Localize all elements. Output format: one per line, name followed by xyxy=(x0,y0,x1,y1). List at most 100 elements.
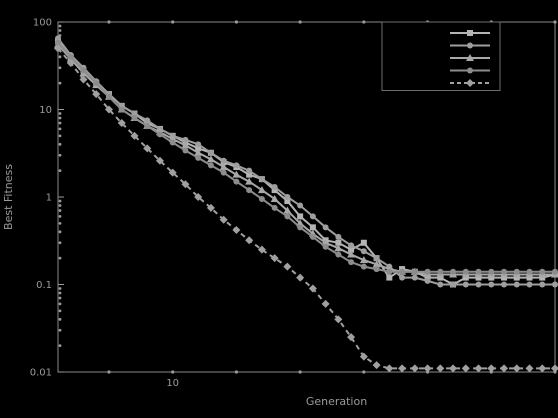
y-minor-tick xyxy=(59,200,62,203)
data-point xyxy=(488,269,494,275)
data-point xyxy=(68,54,74,60)
data-point xyxy=(233,162,239,168)
data-point xyxy=(119,107,125,113)
data-point xyxy=(310,213,316,219)
y-minor-tick xyxy=(59,25,62,28)
y-minor-tick xyxy=(59,230,62,233)
data-point xyxy=(297,202,303,208)
data-point xyxy=(399,269,405,275)
data-point xyxy=(463,269,469,275)
data-point xyxy=(296,274,304,282)
y-minor-tick xyxy=(59,318,62,321)
data-point xyxy=(361,264,367,270)
y-minor-tick xyxy=(59,128,62,131)
series-5 xyxy=(54,44,558,372)
data-point xyxy=(284,213,290,219)
data-point xyxy=(539,269,545,275)
data-point xyxy=(272,205,278,211)
y-minor-tick xyxy=(59,344,62,347)
x-top-tick xyxy=(107,20,110,23)
data-point xyxy=(551,364,558,372)
data-point xyxy=(449,364,457,372)
data-point xyxy=(310,234,316,240)
data-point xyxy=(297,213,303,219)
y-minor-tick xyxy=(59,143,62,146)
y-axis-label: Best Fitness xyxy=(2,164,15,230)
data-point xyxy=(424,364,432,372)
y-tick-label: 1 xyxy=(46,193,52,204)
data-point xyxy=(425,278,431,284)
data-point xyxy=(182,147,188,153)
y-tick-label: 0.01 xyxy=(30,368,52,379)
x-tick xyxy=(171,370,174,373)
y-minor-tick xyxy=(59,82,62,85)
series-line xyxy=(58,48,555,368)
data-point xyxy=(208,150,214,156)
data-point xyxy=(436,364,444,372)
data-point xyxy=(297,224,303,230)
data-point xyxy=(526,364,534,372)
y-minor-tick xyxy=(59,209,62,212)
data-point xyxy=(398,364,406,372)
y-minor-tick xyxy=(59,134,62,137)
data-point xyxy=(157,131,163,137)
data-point xyxy=(514,282,520,288)
data-point xyxy=(93,80,99,86)
y-minor-tick xyxy=(59,215,62,218)
x-top-tick xyxy=(299,20,302,23)
data-point xyxy=(323,224,329,230)
data-point xyxy=(475,364,483,372)
data-point xyxy=(399,275,405,281)
data-point xyxy=(335,234,341,240)
data-point xyxy=(463,282,469,288)
data-point xyxy=(501,282,507,288)
x-tick xyxy=(299,370,302,373)
data-point xyxy=(411,364,419,372)
data-point xyxy=(361,248,367,254)
y-minor-tick xyxy=(59,241,62,244)
y-minor-tick xyxy=(59,122,62,125)
data-point xyxy=(437,269,443,275)
data-point xyxy=(552,269,558,275)
data-point xyxy=(514,269,520,275)
data-point xyxy=(412,269,418,275)
data-point xyxy=(323,244,329,250)
data-point xyxy=(373,361,381,369)
data-point xyxy=(467,30,473,36)
data-point xyxy=(106,94,112,100)
data-point xyxy=(476,282,482,288)
data-point xyxy=(335,252,341,258)
data-point xyxy=(272,184,278,190)
y-minor-tick xyxy=(59,292,62,295)
data-point xyxy=(386,275,392,281)
data-point xyxy=(361,240,367,246)
data-point xyxy=(348,259,354,265)
data-point xyxy=(310,224,316,230)
y-minor-tick xyxy=(59,29,62,32)
data-point xyxy=(131,115,137,121)
data-point xyxy=(144,123,150,129)
x-tick xyxy=(235,370,238,373)
data-point xyxy=(195,155,201,161)
y-minor-tick xyxy=(59,112,62,115)
data-point xyxy=(221,170,227,176)
data-point xyxy=(322,300,330,308)
data-point xyxy=(467,68,473,74)
data-point xyxy=(450,269,456,275)
y-minor-tick xyxy=(59,66,62,69)
data-point xyxy=(488,282,494,288)
data-point xyxy=(476,269,482,275)
data-point xyxy=(374,266,380,272)
x-top-tick xyxy=(171,20,174,23)
data-point xyxy=(386,269,392,275)
data-point xyxy=(348,242,354,248)
x-tick-label: 10 xyxy=(166,378,179,389)
data-point xyxy=(552,282,558,288)
data-point xyxy=(487,364,495,372)
data-point xyxy=(245,236,253,244)
y-tick-label: 100 xyxy=(33,18,52,29)
data-point xyxy=(501,269,507,275)
y-minor-tick xyxy=(59,297,62,300)
data-point xyxy=(208,162,214,168)
